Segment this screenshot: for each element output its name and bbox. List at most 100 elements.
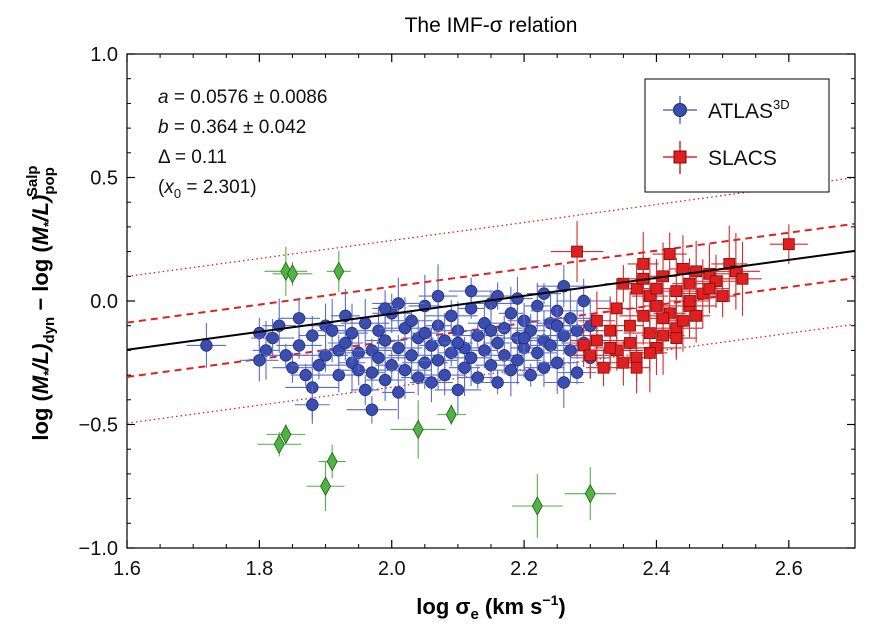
atlas-point xyxy=(200,339,213,352)
y-tick-labels: −1.0 −0.5 0.0 0.5 1.0 xyxy=(79,44,118,560)
atlas-point xyxy=(570,366,584,379)
slacs-point xyxy=(610,302,623,315)
y-label-l1: /L) xyxy=(28,343,53,371)
annotation-a-value: = 0.0576 ± 0.0086 xyxy=(169,87,328,108)
atlas-point xyxy=(365,403,379,416)
legend-box xyxy=(644,78,830,193)
annotation-x0-value: = 2.301) xyxy=(181,177,257,198)
annotation-x0: (x0 = 2.301) xyxy=(158,177,257,201)
annotation-delta: Δ = 0.11 xyxy=(158,147,227,168)
legend-atlas-label: ATLAS3D xyxy=(708,97,790,123)
slacs-point xyxy=(703,282,716,295)
atlas-point xyxy=(253,354,266,367)
atlas-point xyxy=(425,376,438,389)
legend-item-slacs: SLACS xyxy=(663,141,777,174)
atlas-point xyxy=(372,351,385,365)
atlas-point xyxy=(418,326,432,340)
atlas-point xyxy=(511,292,524,305)
y-label-m1: M xyxy=(28,375,53,394)
atlas-point xyxy=(339,309,352,323)
x-axis-label-log: log σ xyxy=(416,594,470,619)
slacs-point xyxy=(571,245,583,258)
atlas-point xyxy=(458,361,471,374)
slacs-point xyxy=(683,295,696,307)
atlas-point xyxy=(398,363,412,377)
atlas-point xyxy=(286,361,299,374)
x-tick-label: 2.2 xyxy=(510,558,538,580)
y-tick-label: −0.5 xyxy=(79,415,118,437)
atlas-point xyxy=(332,368,345,382)
outlier-point xyxy=(584,483,596,504)
x-tick-label: 1.6 xyxy=(113,558,141,580)
atlas-point xyxy=(405,314,418,327)
slacs-point xyxy=(677,262,689,275)
atlas-point xyxy=(445,309,458,323)
fit-band-2sigma-low xyxy=(126,323,856,424)
annotation-b-var: b xyxy=(158,117,169,138)
x-tick-label: 2.4 xyxy=(643,558,671,580)
atlas-point xyxy=(517,331,531,345)
slacs-point xyxy=(630,282,643,295)
legend: ATLAS3D SLACS xyxy=(644,78,830,193)
slacs-point xyxy=(643,290,656,302)
fit-annotations: a = 0.0576 ± 0.0086 b = 0.364 ± 0.042 Δ … xyxy=(158,87,327,201)
chart-title: The IMF-σ relation xyxy=(405,14,578,37)
x-axis-label-unit-sup: −1 xyxy=(542,592,558,608)
atlas-point xyxy=(537,361,551,374)
legend-atlas-sup: 3D xyxy=(773,97,790,112)
atlas-point xyxy=(352,346,365,360)
atlas-point xyxy=(425,339,438,352)
atlas-point xyxy=(392,386,405,399)
atlas-point xyxy=(471,371,484,384)
atlas-point xyxy=(359,383,372,397)
atlas-point xyxy=(319,349,332,362)
atlas-point xyxy=(511,354,524,367)
y-label-star1: * xyxy=(40,370,56,376)
atlas-point xyxy=(491,376,504,389)
annotation-b: b = 0.364 ± 0.042 xyxy=(158,117,306,138)
annotation-b-value: = 0.364 ± 0.042 xyxy=(169,117,307,138)
atlas-point xyxy=(378,373,392,387)
atlas-point xyxy=(279,349,293,362)
atlas-point xyxy=(292,312,306,325)
x-tick-label: 2.6 xyxy=(775,558,803,580)
slacs-point xyxy=(624,337,636,349)
y-label-log1: log ( xyxy=(28,393,53,440)
atlas-point xyxy=(392,297,405,310)
y-label-sup2: Salp xyxy=(24,165,41,197)
atlas-point xyxy=(464,284,478,298)
atlas-point xyxy=(306,329,319,342)
atlas-point xyxy=(557,376,571,389)
annotation-x0-open: ( xyxy=(158,177,165,198)
fit-band-1sigma-high xyxy=(126,222,856,324)
data-points xyxy=(126,221,856,538)
slacs-point xyxy=(577,339,590,352)
y-tick-label: 1.0 xyxy=(90,44,118,66)
x-axis-label-sub: e xyxy=(470,606,478,623)
atlas-point xyxy=(412,371,425,384)
atlas-point xyxy=(570,324,584,337)
annotation-a-var: a xyxy=(158,87,169,108)
y-tick-label: 0.0 xyxy=(90,291,118,313)
atlas-point xyxy=(498,321,511,335)
annotation-a: a = 0.0576 ± 0.0086 xyxy=(158,87,327,108)
y-label-sub1: dyn xyxy=(41,317,58,344)
slacs-point xyxy=(630,361,643,374)
atlas-point xyxy=(484,324,498,337)
atlas-point xyxy=(431,289,445,303)
atlas-point xyxy=(405,349,418,362)
slacs-point xyxy=(604,342,617,354)
best-fit-line xyxy=(126,249,856,351)
legend-atlas-marker xyxy=(673,103,687,117)
y-label-l2: /L) xyxy=(28,195,53,223)
atlas-point xyxy=(438,368,451,382)
slacs-point xyxy=(657,312,669,325)
atlas-point xyxy=(431,354,445,367)
atlas-point xyxy=(484,359,498,372)
x-tick-label: 2.0 xyxy=(378,558,406,580)
fit-band-2sigma-high xyxy=(126,176,856,278)
slacs-point xyxy=(617,356,630,369)
atlas-point xyxy=(491,336,504,350)
atlas-point xyxy=(498,349,511,362)
atlas-point xyxy=(577,294,590,308)
